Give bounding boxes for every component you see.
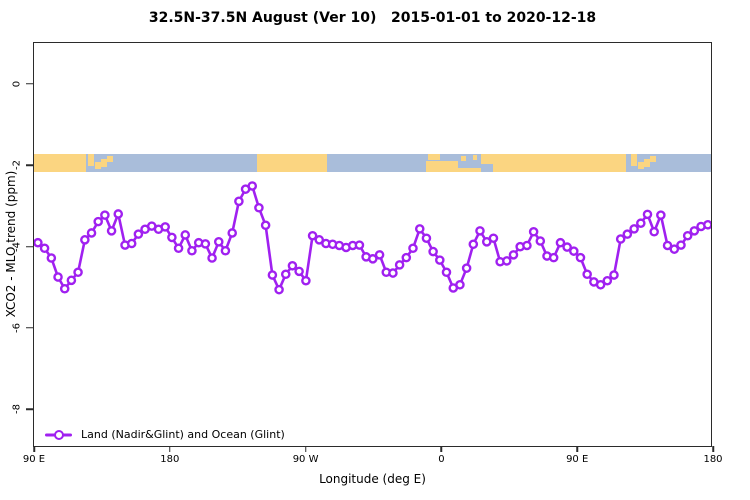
y-tick-mark — [25, 245, 33, 248]
x-tick-mark — [440, 446, 443, 452]
x-tick-label: 0 — [438, 454, 445, 465]
y-tick-mark — [25, 164, 33, 166]
land-segment-greece — [473, 154, 477, 161]
land-segment-japan-honshu-w2 — [644, 159, 650, 167]
land-segment-mideast-to-china — [493, 154, 626, 172]
x-tick-mark — [712, 446, 714, 452]
land-ocean-map-strip — [34, 154, 711, 172]
land-segment-maghreb — [426, 161, 458, 172]
y-tick-mark — [25, 408, 33, 411]
x-tick-label: 180 — [703, 454, 723, 465]
x-tick-mark — [576, 446, 578, 452]
x-axis-title: Longitude (deg E) — [319, 472, 426, 486]
land-segment-north-america — [257, 154, 327, 172]
y-tick-mark — [25, 327, 33, 329]
plot-area: Land (Nadir&Glint) and Ocean (Glint) 0 -2… — [12, 42, 723, 465]
land-segment-korea — [88, 154, 94, 166]
x-tick-label: 90 W — [292, 454, 319, 465]
chart-title: 32.5N-37.5N August (Ver 10) 2015-01-01 t… — [148, 10, 597, 26]
x-tick-label: 90 E — [566, 454, 589, 465]
legend-label: Land (Nadir&Glint) and Ocean (Glint) — [81, 428, 285, 441]
y-axis-title: XCO2 - MLO trend (ppm) — [4, 170, 18, 318]
x-tick-mark — [304, 446, 307, 452]
land-segment-sicily — [461, 155, 466, 162]
data-series-plot — [34, 181, 711, 295]
land-segment-japan-honshu-w — [101, 159, 107, 167]
land-segment-japan-kyushu — [95, 162, 101, 170]
legend-circle-marker-icon — [53, 429, 64, 440]
x-tick-label: 90 E — [22, 454, 46, 465]
land-segment-libya-egypt — [458, 167, 481, 172]
x-tick-label: 180 — [160, 454, 180, 465]
land-segment-anatolia — [481, 154, 495, 164]
land-segment-japan-kyushu-2 — [638, 162, 644, 170]
y-tick-label: -2 — [11, 160, 23, 171]
legend-line-marker-icon — [45, 429, 72, 440]
land-segment-japan-honshu-e2 — [650, 155, 656, 163]
land-segment-iberia-south — [428, 154, 440, 161]
y-tick-label: 0 — [11, 80, 23, 87]
y-tick-label: -6 — [11, 322, 23, 333]
y-tick-label: -8 — [11, 404, 23, 415]
land-segment-korea-2 — [631, 154, 637, 166]
x-tick-mark — [169, 446, 171, 452]
x-tick-mark — [33, 446, 35, 452]
y-tick-mark — [25, 82, 33, 85]
land-segment-china-west — [34, 154, 86, 172]
legend: Land (Nadir&Glint) and Ocean (Glint) — [45, 428, 285, 441]
land-segment-japan-honshu-e — [107, 155, 113, 163]
